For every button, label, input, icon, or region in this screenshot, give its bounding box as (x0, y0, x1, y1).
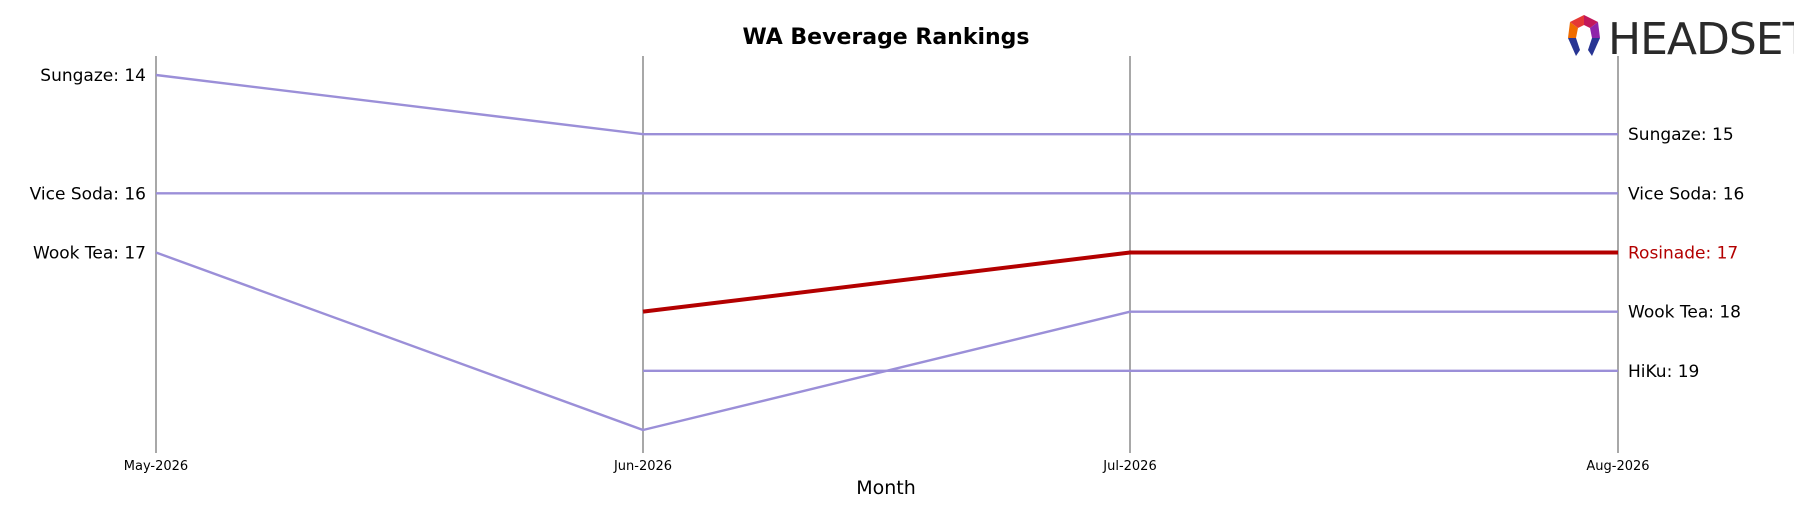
right-series-label: HiKu: 19 (1628, 362, 1699, 382)
x-tick-label: Aug-2026 (1586, 459, 1649, 474)
right-series-label: Wook Tea: 18 (1628, 303, 1741, 323)
right-series-label: Sungaze: 15 (1628, 125, 1734, 145)
series-line-wook-tea (155, 251, 1618, 432)
chart-title: WA Beverage Rankings (742, 25, 1029, 50)
right-series-label: Vice Soda: 16 (1628, 184, 1744, 204)
headset-logo-icon (1568, 15, 1600, 56)
left-series-label: Wook Tea: 17 (33, 244, 146, 264)
x-tick-label: Jul-2026 (1102, 459, 1156, 474)
series-line-rosinade (642, 250, 1618, 314)
series-line-sungaze (155, 73, 1618, 136)
series-lines (155, 73, 1618, 432)
left-series-label: Sungaze: 14 (40, 66, 146, 86)
x-tick-label: May-2026 (124, 459, 188, 474)
right-end-labels: Sungaze: 15 Vice Soda: 16 Rosinade: 17 Wook… (1628, 125, 1744, 382)
x-tick-label: Jun-2026 (613, 459, 672, 474)
x-tick-labels: May-2026 Jun-2026 Jul-2026 Aug-2026 (124, 459, 1650, 474)
left-end-labels: Sungaze: 14 Vice Soda: 16 Wook Tea: 17 (30, 66, 146, 264)
headset-logo: HEADSET (1568, 14, 1794, 62)
headset-logo-text: HEADSET (1608, 14, 1794, 62)
x-axis-label: Month (856, 477, 916, 499)
left-series-label: Vice Soda: 16 (30, 184, 146, 204)
right-series-label: Rosinade: 17 (1628, 244, 1738, 264)
